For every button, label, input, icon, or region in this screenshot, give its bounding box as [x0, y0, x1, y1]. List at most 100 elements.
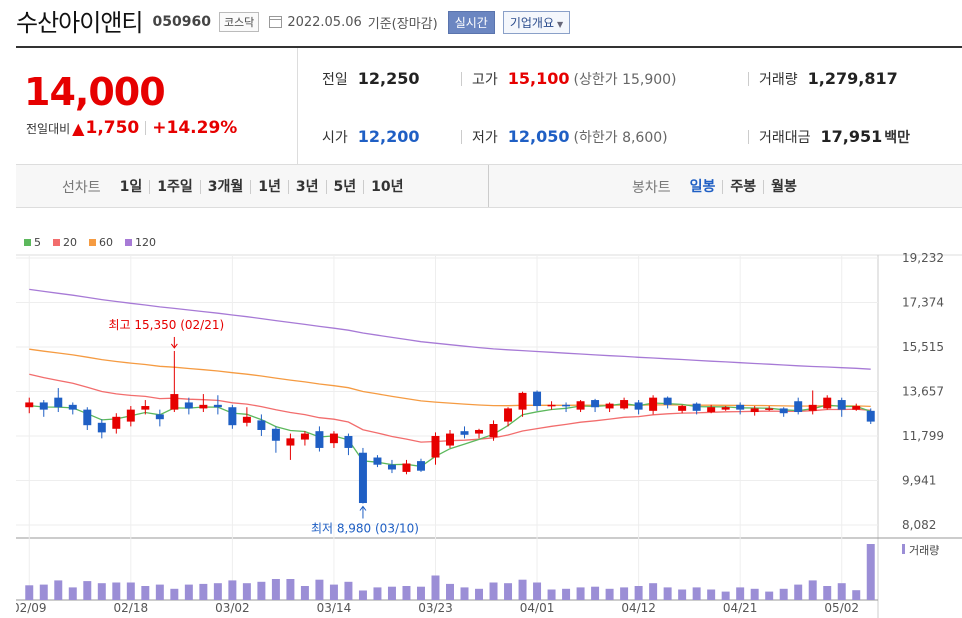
change-amount: 1,750 — [85, 118, 140, 138]
stock-header: 수산아이앤티 050960 코스닥 2022.05.06 기준(장마감) 실시간… — [16, 5, 571, 37]
tab-10y[interactable]: 10년 — [363, 180, 410, 194]
x-tick-label: 02/18 — [114, 601, 149, 615]
y-tick-label: 11,799 — [902, 429, 944, 443]
change-label: 전일대비 — [26, 121, 71, 136]
candle-body — [184, 402, 193, 409]
stat-high-label: 고가 — [472, 72, 498, 88]
change-divider — [145, 121, 147, 135]
candle-body — [808, 404, 817, 411]
tab-1d[interactable]: 1일 — [119, 179, 143, 195]
tab-weekly[interactable]: 주봉 — [722, 180, 763, 194]
candle-body — [199, 404, 208, 409]
legend-label: 120 — [135, 236, 156, 249]
candle-body — [446, 433, 454, 446]
realtime-button[interactable]: 실시간 — [447, 10, 495, 34]
candle-body — [141, 406, 150, 410]
candle-body — [475, 429, 484, 434]
candle-body — [373, 457, 382, 465]
volume-bar — [678, 589, 687, 600]
base-basis: 기준(장마감) — [367, 16, 438, 32]
candle-body — [68, 404, 77, 410]
tab-3y[interactable]: 3년 — [287, 180, 326, 194]
stat-high: 고가 15,100 (상한가 15,900) — [472, 69, 677, 89]
volume-bar — [25, 585, 34, 600]
candle-body — [649, 397, 658, 411]
x-tick-label: 05/02 — [824, 601, 859, 615]
volume-bar — [649, 583, 658, 600]
stat-amount-value: 17,951 — [820, 127, 883, 146]
legend-label: 20 — [63, 236, 77, 249]
change-percent: +14.29% — [152, 118, 238, 138]
stat-upper-limit: (상한가 15,900) — [573, 72, 677, 88]
volume-bar — [475, 588, 484, 600]
stock-chart: 5 20 60 120 19,232 17,374 15,515 13,657 11,799 9,… — [16, 236, 962, 618]
high-arrow-head — [170, 343, 178, 349]
volume-bar — [620, 587, 629, 600]
volume-bar — [213, 583, 222, 600]
line-chart-title: 선차트 — [62, 180, 101, 196]
candle-body — [504, 408, 513, 422]
volume-bar — [54, 580, 63, 600]
candle-body — [736, 404, 745, 410]
stat-lower-limit: (하한가 8,600) — [573, 130, 668, 146]
company-overview-dropdown[interactable]: 기업개요 ▼ — [502, 10, 571, 34]
tab-group-divider — [488, 165, 489, 207]
ma60-line — [29, 348, 871, 408]
volume-bar — [692, 587, 701, 600]
volume-legend-swatch — [902, 544, 905, 554]
candle-body — [518, 392, 527, 410]
candle-body — [547, 404, 556, 407]
volume-bar — [707, 589, 716, 600]
divider — [748, 72, 749, 86]
stat-prev-label: 전일 — [322, 72, 348, 88]
tab-daily[interactable]: 일봉 — [689, 179, 716, 195]
candle-body — [402, 463, 411, 472]
candle-body — [721, 407, 730, 410]
volume-bar — [126, 582, 135, 600]
candle-body — [271, 428, 280, 441]
volume-bar — [83, 581, 92, 600]
candle-body — [126, 409, 135, 422]
candle-body — [431, 435, 440, 458]
tab-3m[interactable]: 3개월 — [199, 180, 251, 194]
volume-bar — [344, 581, 353, 600]
x-tick-label: 04/21 — [723, 601, 758, 615]
divider — [748, 130, 749, 144]
stat-volume: 거래량 1,279,817 — [759, 69, 898, 89]
legend-label: 60 — [99, 236, 113, 249]
divider — [461, 130, 462, 144]
candle-body — [83, 409, 92, 426]
volume-bar — [242, 583, 251, 600]
tab-monthly[interactable]: 월봉 — [763, 180, 804, 194]
tab-1w[interactable]: 1주일 — [149, 180, 200, 194]
candle-body — [634, 402, 643, 410]
volume-bar — [823, 586, 832, 600]
volume-bar — [489, 582, 498, 600]
high-annotation: 최고 15,350 (02/21) — [109, 318, 225, 332]
stat-low: 저가 12,050 (하한가 8,600) — [472, 127, 668, 147]
candle-body — [866, 410, 875, 422]
divider — [461, 72, 462, 86]
candle-body — [663, 397, 672, 405]
tab-1y[interactable]: 1년 — [250, 180, 288, 194]
volume-bar — [257, 581, 266, 600]
y-tick-label: 9,941 — [902, 473, 936, 487]
candle-body — [97, 422, 106, 433]
candle-body — [620, 400, 629, 409]
candle-body — [605, 403, 614, 409]
candle-body — [315, 431, 324, 448]
candle-body — [286, 438, 295, 446]
volume-bar — [68, 587, 77, 600]
candle-body — [576, 401, 585, 410]
volume-bar — [286, 579, 295, 600]
tab-5y[interactable]: 5년 — [325, 180, 364, 194]
volume-bar — [794, 584, 803, 600]
volume-bar — [387, 586, 396, 600]
volume-bar — [765, 591, 774, 600]
candle-body — [750, 408, 759, 413]
candle-body — [852, 406, 861, 410]
stock-name: 수산아이앤티 — [16, 8, 143, 37]
candle-body — [794, 401, 803, 413]
volume-legend-label: 거래량 — [909, 544, 939, 557]
stat-high-value: 15,100 — [507, 69, 570, 88]
